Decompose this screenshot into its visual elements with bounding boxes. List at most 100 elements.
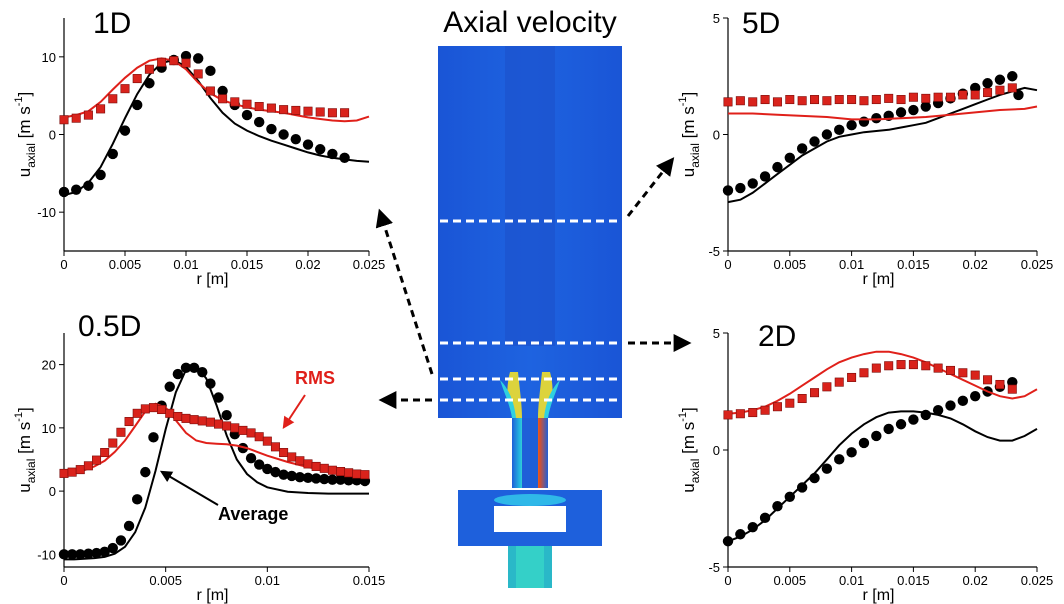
rms-experiment-marker [71, 113, 81, 123]
rms-experiment-marker [945, 365, 955, 375]
x-tick-label: 0.02 [963, 257, 988, 272]
panel-title: 2D [758, 320, 796, 353]
rms-experiment-marker [242, 99, 252, 109]
rms-experiment-marker [896, 95, 906, 105]
x-tick-label: 0.01 [839, 573, 864, 588]
average-experiment-marker [957, 395, 969, 407]
y-tick-label: -5 [708, 244, 720, 259]
rms-experiment-marker [735, 96, 745, 106]
rms-experiment-marker [148, 403, 158, 413]
average-experiment-marker [132, 494, 143, 505]
arrow-to-5d [626, 157, 675, 217]
average-simulation-line [727, 86, 1038, 204]
rms-experiment-marker [810, 95, 820, 105]
rms-experiment-marker [92, 455, 102, 465]
center-title: Axial velocity [443, 6, 616, 39]
x-tick-label: 0.01 [255, 573, 280, 588]
rms-experiment-marker [859, 96, 869, 106]
y-tick-label: 5 [713, 326, 720, 341]
rms-experiment-marker [157, 405, 167, 415]
rms-experiment-marker [295, 456, 305, 466]
rms-experiment-marker [279, 105, 289, 115]
rms-experiment-marker [169, 56, 179, 66]
rms-experiment-marker [181, 58, 191, 68]
rms-experiment-marker [165, 408, 175, 418]
x-tick-label: 0 [60, 257, 67, 272]
average-experiment-marker [908, 414, 919, 425]
rms-experiment-marker [871, 363, 881, 373]
average-experiment-marker [83, 180, 94, 191]
rms-simulation-line [63, 402, 370, 476]
rms-experiment-marker [132, 408, 142, 418]
rms-experiment-marker [144, 64, 154, 74]
panel-title: 0.5D [78, 310, 141, 343]
average-experiment-marker [846, 447, 857, 458]
rms-experiment-marker [246, 428, 256, 438]
rms-experiment-marker [173, 411, 183, 421]
rms-experiment-marker [336, 467, 346, 477]
average-experiment-marker [245, 453, 257, 464]
average-experiment-marker [123, 520, 135, 532]
rms-experiment-marker [83, 110, 93, 120]
rms-experiment-marker [945, 92, 955, 102]
average-experiment-marker [197, 367, 208, 378]
x-tick-label: 0.015 [897, 573, 930, 588]
average-experiment-marker [278, 129, 289, 140]
average-experiment-marker [140, 466, 151, 478]
rms-experiment-marker [822, 96, 832, 106]
rms-experiment-marker [908, 92, 918, 102]
average-experiment-marker [722, 536, 734, 547]
average-experiment-marker [58, 549, 70, 560]
average-simulation-line [727, 410, 1038, 543]
average-experiment-marker [91, 547, 102, 559]
rms-experiment-marker [266, 103, 276, 113]
x-tick-label: 0.025 [1021, 257, 1054, 272]
rms-experiment-marker [908, 360, 918, 370]
average-experiment-marker [315, 144, 326, 155]
rms-experiment-marker [59, 115, 69, 125]
rms-experiment-marker [834, 377, 844, 387]
rms-experiment-marker [785, 398, 795, 408]
rms-experiment-marker [205, 86, 215, 96]
y-tick-label: -5 [708, 560, 720, 575]
average-experiment-marker [115, 535, 127, 546]
average-experiment-marker [66, 549, 78, 560]
axial-velocity-contour: Axial velocity [438, 6, 622, 588]
average-experiment-marker [188, 362, 200, 373]
rms-experiment-marker [735, 409, 745, 419]
average-experiment-marker [83, 548, 94, 559]
y-tick-label: 0 [713, 443, 720, 458]
panel-title: 5D [742, 7, 780, 40]
average-experiment-marker [1007, 71, 1018, 82]
rms-experiment-marker [970, 370, 980, 380]
rms-experiment-marker [760, 405, 770, 415]
x-tick-label: 0.015 [231, 257, 264, 272]
average-experiment-marker [784, 152, 795, 163]
rms-experiment-marker [270, 442, 280, 452]
rms-experiment-marker [124, 417, 134, 427]
rms-experiment-marker [291, 105, 301, 115]
average-experiment-marker [254, 459, 265, 470]
average-experiment-marker [908, 104, 919, 116]
x-tick-label: 0 [724, 257, 731, 272]
average-experiment-marker [994, 74, 1006, 85]
rms-experiment-marker [344, 468, 354, 478]
average-experiment-marker [99, 546, 110, 558]
average-experiment-marker [970, 390, 981, 402]
station-arrows [375, 157, 692, 409]
average-experiment-marker [270, 466, 281, 478]
rms-experiment-marker [723, 410, 733, 420]
average-experiment-marker [144, 78, 155, 89]
rms-experiment-marker [760, 95, 770, 105]
average-experiment-marker [221, 410, 232, 421]
x-tick-label: 0.02 [295, 257, 320, 272]
rms-experiment-marker [230, 423, 240, 433]
average-experiment-marker [95, 169, 106, 181]
average-experiment-marker [871, 430, 882, 442]
rms-experiment-marker [262, 436, 272, 446]
average-experiment-marker [327, 148, 338, 160]
rms-experiment-marker [287, 452, 297, 462]
rms-experiment-marker [983, 375, 993, 385]
rms-experiment-marker [983, 88, 993, 98]
